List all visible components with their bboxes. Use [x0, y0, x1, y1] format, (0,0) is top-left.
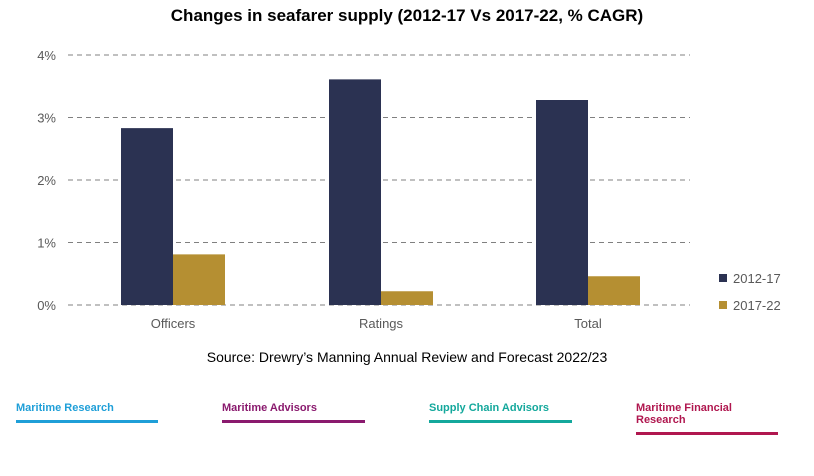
y-tick-label: 0%: [37, 298, 56, 313]
bar-2012-17-ratings: [329, 79, 381, 305]
bar-2012-17-total: [536, 100, 588, 305]
footer-link-maritime-research[interactable]: Maritime Research: [16, 402, 158, 423]
chart-title: Changes in seafarer supply (2012-17 Vs 2…: [170, 6, 644, 25]
legend-label: 2012-17: [733, 271, 781, 286]
x-tick-label: Ratings: [359, 316, 404, 331]
footer-link-maritime-financial-research[interactable]: Maritime Financial Research: [636, 402, 778, 435]
x-tick-label: Officers: [151, 316, 196, 331]
footer-link-supply-chain-advisors[interactable]: Supply Chain Advisors: [429, 402, 572, 423]
y-tick-label: 4%: [37, 48, 56, 63]
source-note: Source: Drewry’s Manning Annual Review a…: [206, 349, 608, 365]
y-tick-label: 1%: [37, 236, 56, 251]
footer-link-maritime-advisors[interactable]: Maritime Advisors: [222, 402, 365, 423]
legend-label: 2017-22: [733, 298, 781, 313]
bar-2012-17-officers: [121, 128, 173, 305]
bar-2017-22-total: [588, 276, 640, 305]
bar-chart: 0% 1% 2% 3% 4% Officers Ratings Total 2012-17 201…: [37, 48, 781, 331]
bar-2017-22-ratings: [381, 291, 433, 305]
legend-swatch: [719, 274, 727, 282]
x-tick-label: Total: [574, 316, 602, 331]
legend-swatch: [719, 301, 727, 309]
bar-2017-22-officers: [173, 254, 225, 305]
y-tick-label: 3%: [37, 111, 56, 126]
y-tick-label: 2%: [37, 173, 56, 188]
